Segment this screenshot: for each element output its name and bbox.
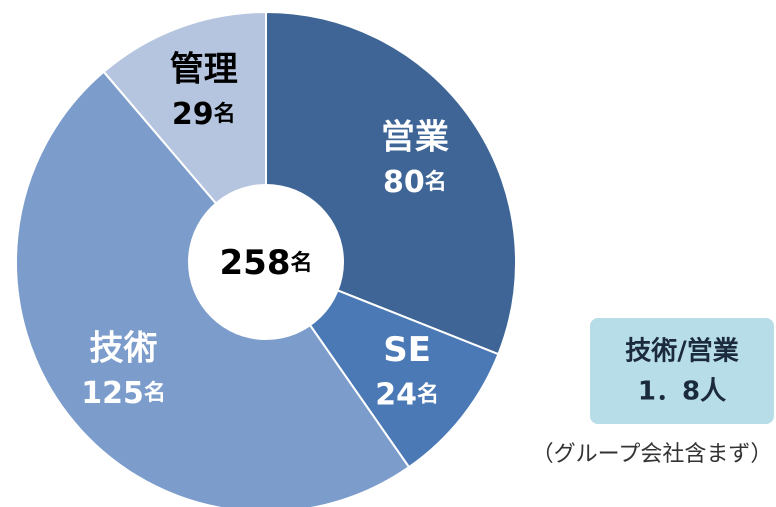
center-label: 258名 [220, 243, 313, 283]
value-label: 125名 [81, 376, 166, 411]
category-label: 管理 [170, 50, 238, 90]
category-label: SE [383, 330, 431, 370]
note-line: 技術/営業 [625, 337, 739, 367]
value-label: 80名 [383, 164, 447, 199]
donut-hole [188, 184, 344, 340]
note-box [590, 318, 774, 424]
value-label: 24名 [375, 377, 439, 412]
category-label: 営業 [381, 117, 449, 157]
category-label: 技術 [90, 329, 158, 369]
note-line: 1．8人 [638, 377, 726, 407]
footnote: （グループ会社含まず） [532, 442, 773, 467]
value-label: 29名 [172, 97, 236, 132]
